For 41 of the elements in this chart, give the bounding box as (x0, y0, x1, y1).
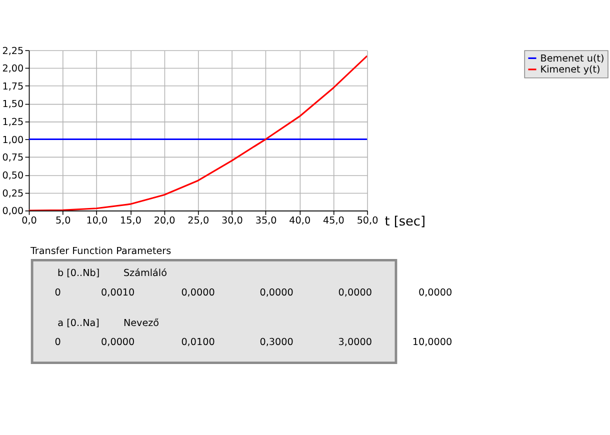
text: 0,0100 (181, 337, 215, 348)
x-tick-label: 50,0 (356, 216, 378, 227)
text: b [0..Nb] (57, 268, 100, 280)
text: 10,0000 (412, 337, 452, 348)
y-tick-label: 1,50 (2, 99, 24, 110)
x-tick-label: 0,0 (22, 216, 37, 227)
y-tick-label: 2,25 (2, 46, 24, 57)
y-tick-label: 0,75 (2, 152, 24, 164)
text: 0 (54, 287, 61, 298)
text: 0,0000 (181, 287, 215, 298)
y-tick-label: 0,25 (2, 188, 24, 200)
x-tick-label: 5,0 (55, 216, 71, 227)
legend-label: Bemenet u(t) (540, 53, 604, 64)
text: 0 (54, 337, 61, 348)
y-tick-label: 0,50 (2, 170, 24, 182)
legend-label: Kimenet y(t) (540, 64, 600, 76)
x-tick-label: 40,0 (289, 216, 311, 227)
text: Számláló (123, 268, 168, 280)
y-tick-label: 1,75 (2, 81, 24, 92)
x-tick-label: 20,0 (154, 216, 176, 227)
x-tick-label: 30,0 (222, 216, 243, 227)
x-tick-label: 15,0 (120, 216, 142, 227)
text: 0,0000 (338, 287, 372, 298)
x-tick-label: 45,0 (322, 216, 344, 227)
x-tick-label: 10,0 (86, 216, 108, 227)
text: 0,0000 (260, 287, 294, 298)
y-tick-label: 0,00 (2, 206, 24, 218)
text: 0,0000 (101, 337, 135, 348)
y-tick-label: 1,00 (2, 134, 24, 146)
y-tick-label: 2,00 (2, 64, 24, 75)
text: a [0..Na] (58, 318, 100, 329)
text: 0,0000 (418, 287, 452, 298)
text: 0,3000 (260, 337, 294, 348)
text: 0,0010 (101, 287, 135, 298)
text: 3,0000 (338, 337, 372, 348)
text: Nevező (123, 318, 160, 329)
text: Transfer Function Parameters (29, 246, 172, 257)
x-tick-label: 35,0 (255, 216, 277, 227)
x-tick-label: 25,0 (188, 216, 210, 227)
y-tick-label: 1,25 (2, 117, 24, 128)
x-axis-title: t [sec] (384, 214, 426, 230)
